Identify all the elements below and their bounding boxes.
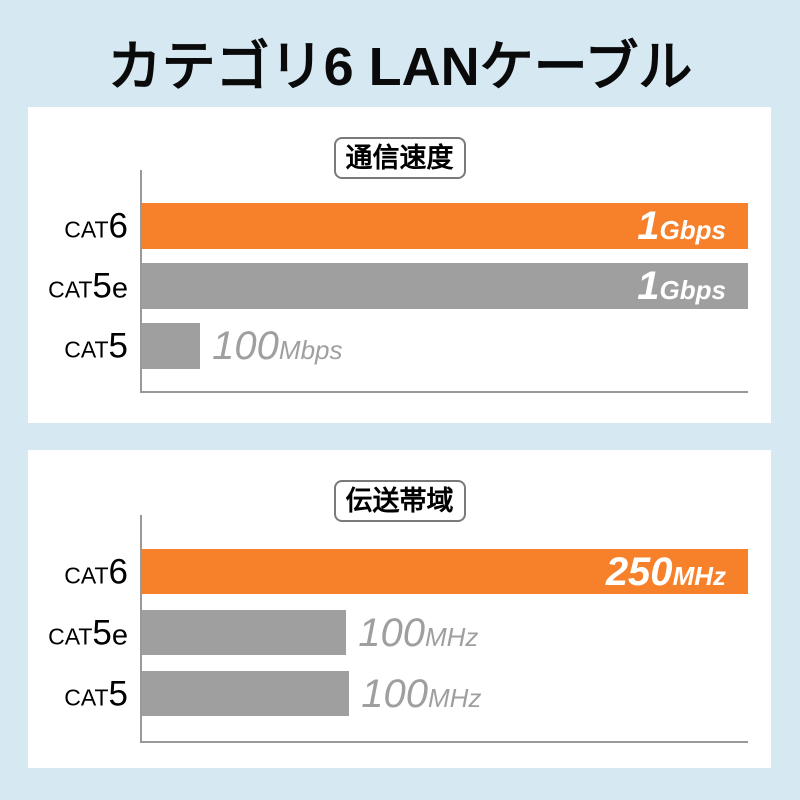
speed-chart-panel: 通信速度 CAT6 1Gbps CAT5e 1Gbps CAT5 100Mbps — [28, 107, 771, 423]
speed-chart: CAT6 1Gbps CAT5e 1Gbps CAT5 100Mbps — [48, 170, 748, 393]
category-suffix: e — [111, 619, 128, 651]
value-number: 100 — [212, 324, 279, 368]
category-label-cat5e: CAT5e — [48, 269, 128, 304]
category-prefix: CAT — [48, 276, 93, 303]
category-digit: 6 — [108, 552, 128, 591]
value-unit: MHz — [428, 682, 482, 713]
category-prefix: CAT — [64, 562, 109, 588]
category-digit: 5 — [92, 613, 112, 652]
category-digit: 5 — [108, 674, 128, 713]
category-suffix: e — [111, 272, 128, 305]
bar-cat6-bandwidth: 250MHz — [142, 549, 748, 594]
value-unit: Gbps — [659, 215, 726, 245]
value-number: 1 — [637, 204, 660, 248]
category-label-cat5e: CAT5e — [48, 615, 128, 650]
bar-row-cat5e-bandwidth: CAT5e 100MHz — [48, 610, 748, 655]
category-prefix: CAT — [64, 336, 109, 363]
bandwidth-chart-title: 伝送帯域 — [333, 480, 466, 522]
bar-row-cat5-speed: CAT5 100Mbps — [64, 323, 748, 369]
category-label-cat5: CAT5 — [64, 329, 128, 364]
value-number: 100 — [358, 610, 425, 655]
category-prefix: CAT — [64, 684, 109, 710]
category-prefix: CAT — [64, 216, 109, 243]
value-label-cat5e-bandwidth: 100MHz — [358, 613, 478, 653]
category-label-cat6: CAT6 — [64, 554, 128, 589]
value-label-cat6-bandwidth: 250MHz — [606, 552, 726, 592]
category-digit: 5 — [92, 266, 112, 306]
bar-row-cat6-speed: CAT6 1Gbps — [64, 203, 748, 249]
value-unit: MHz — [424, 621, 479, 652]
bar-row-cat5-bandwidth: CAT5 100MHz — [64, 671, 748, 716]
bar-cat5e-bandwidth — [142, 610, 347, 655]
category-label-cat6: CAT6 — [64, 209, 128, 244]
category-label-cat5: CAT5 — [64, 676, 128, 711]
category-prefix: CAT — [48, 623, 93, 649]
bar-cat5-bandwidth — [142, 671, 350, 716]
page-title: カテゴリ6 LANケーブル — [107, 37, 693, 97]
value-unit: MHz — [672, 560, 726, 591]
value-label-cat5-bandwidth: 100MHz — [361, 674, 481, 714]
value-number: 100 — [361, 671, 428, 716]
bar-cat5-speed — [142, 323, 201, 369]
value-label-cat5-speed: 100Mbps — [212, 326, 342, 366]
category-digit: 5 — [108, 326, 128, 366]
bandwidth-chart-panel: 伝送帯域 CAT6 250MHz CAT5e 100MHz CAT5 100MH… — [28, 450, 771, 768]
value-number: 250 — [605, 549, 673, 594]
category-digit: 6 — [108, 206, 128, 246]
bar-row-cat5e-speed: CAT5e 1Gbps — [48, 263, 748, 309]
value-unit: Mbps — [278, 335, 343, 365]
speed-chart-title: 通信速度 — [333, 137, 466, 179]
bar-cat5e-speed: 1Gbps — [142, 263, 748, 309]
bar-cat6-speed: 1Gbps — [142, 203, 748, 249]
value-number: 1 — [637, 264, 660, 308]
value-label-cat6-speed: 1Gbps — [637, 206, 726, 246]
bandwidth-chart: CAT6 250MHz CAT5e 100MHz CAT5 100MHz — [48, 515, 748, 743]
value-unit: Gbps — [659, 275, 726, 305]
value-label-cat5e-speed: 1Gbps — [637, 266, 726, 306]
bar-row-cat6-bandwidth: CAT6 250MHz — [64, 549, 748, 594]
